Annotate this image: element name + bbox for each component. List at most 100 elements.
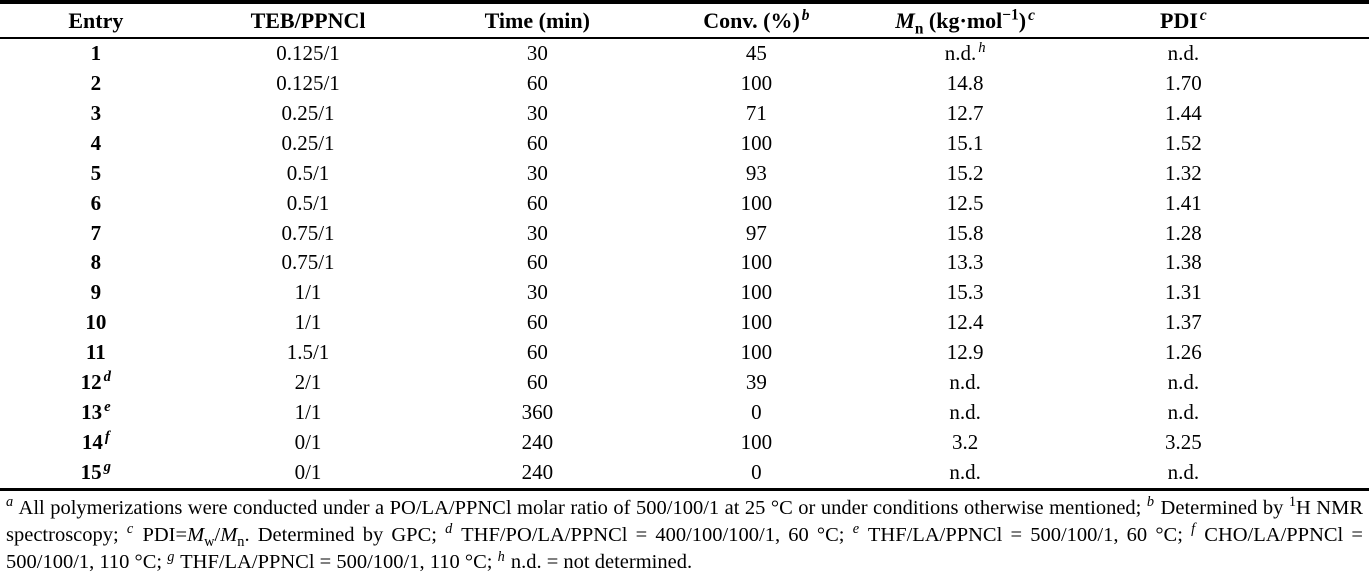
- cell-entry: 2: [90, 70, 102, 95]
- cell-conversion: 100: [740, 190, 773, 215]
- table-row: 2 0.125/1 60 100 14.8 1.70: [0, 69, 1369, 99]
- footnote-mark: f: [1191, 521, 1196, 538]
- entry-footnote-mark: e: [104, 399, 111, 416]
- superscript-text: 1: [1288, 494, 1296, 510]
- col-header-entry-label: Entry: [68, 8, 124, 33]
- cell-entry: 10: [85, 310, 107, 335]
- cell-pdi: 1.70: [1165, 70, 1202, 95]
- col-header-conv: Conv. (%) b: [650, 2, 863, 39]
- cell-mn: 15.8: [946, 220, 984, 245]
- cell-time: 60: [526, 190, 548, 215]
- cell-conversion: 0: [751, 459, 762, 484]
- cell-pdi: 1.44: [1165, 100, 1202, 125]
- cell-time: 60: [526, 130, 548, 155]
- cell-conversion: 39: [745, 370, 767, 395]
- mn-footnote-mark: h: [978, 40, 986, 56]
- table-row: 6 0.5/1 60 100 12.5 1.41: [0, 189, 1369, 219]
- cell-pdi: 1.41: [1165, 190, 1202, 215]
- entry-footnote-mark: f: [104, 428, 110, 445]
- cell-mn: n.d.: [949, 400, 981, 425]
- table-row: 1 0.125/1 30 45 n.d. h n.d.: [0, 38, 1369, 69]
- cell-pdi: n.d.: [1167, 41, 1200, 65]
- cell-pdi: 1.38: [1165, 250, 1202, 275]
- cell-teb-ppncl: 0.125/1: [276, 70, 340, 95]
- col-header-pdi-label: PDI: [1160, 8, 1198, 33]
- cell-entry: 12 d: [80, 369, 111, 395]
- cell-conversion: 97: [745, 220, 767, 245]
- table-row: 14 f 0/1 240 100 3.2 3.25: [0, 428, 1369, 458]
- cell-mn: 3.2: [951, 429, 979, 454]
- cell-time: 30: [526, 41, 548, 65]
- cell-time: 60: [526, 70, 548, 95]
- cell-conversion: 45: [745, 41, 767, 65]
- cell-teb-ppncl: 0/1: [294, 459, 322, 484]
- table-row: 4 0.25/1 60 100 15.1 1.52: [0, 129, 1369, 159]
- table-row: 9 1/1 30 100 15.3 1.31: [0, 278, 1369, 308]
- conv-footnote-mark: b: [801, 6, 810, 24]
- col-header-teb-ppncl: TEB/PPNCl: [191, 2, 425, 39]
- cell-teb-ppncl: 1/1: [294, 310, 322, 335]
- table-footnotes: a All polymerizations were conducted und…: [6, 494, 1364, 574]
- mn-unit-close: ): [1018, 8, 1027, 33]
- table-row: 3 0.25/1 30 71 12.7 1.44: [0, 99, 1369, 129]
- table-row: 7 0.75/1 30 97 15.8 1.28: [0, 219, 1369, 249]
- cell-mn: 12.7: [946, 100, 984, 125]
- footnote-mark: c: [126, 521, 134, 538]
- cell-mn: n.d. h: [944, 40, 986, 65]
- cell-mn: 14.8: [946, 70, 984, 95]
- cell-entry: 1: [90, 41, 102, 65]
- cell-pdi: 1.37: [1165, 310, 1202, 335]
- cell-mn: 12.9: [946, 340, 984, 365]
- mn-footnote-mark: c: [1028, 6, 1035, 24]
- cell-entry: 15 g: [80, 458, 111, 484]
- cell-entry: 11: [85, 340, 106, 365]
- cell-teb-ppncl: 0.125/1: [276, 41, 340, 65]
- cell-teb-ppncl: 0.75/1: [281, 250, 335, 275]
- table-row: 10 1/1 60 100 12.4 1.37: [0, 308, 1369, 338]
- cell-teb-ppncl: 0.25/1: [281, 130, 335, 155]
- cell-pdi: 1.32: [1165, 160, 1202, 185]
- cell-mn: 15.3: [946, 280, 984, 305]
- cell-mn: n.d.: [949, 459, 981, 484]
- cell-teb-ppncl: 0.5/1: [286, 160, 330, 185]
- cell-time: 30: [526, 220, 548, 245]
- mn-symbol: M: [895, 8, 915, 33]
- cell-entry: 6: [90, 190, 102, 215]
- cell-pdi: 1.28: [1165, 220, 1202, 245]
- cell-time: 30: [526, 280, 548, 305]
- cell-pdi: n.d.: [1167, 400, 1200, 425]
- cell-pdi: n.d.: [1167, 459, 1200, 484]
- cell-entry: 9: [90, 280, 102, 305]
- cell-mn: 15.2: [946, 160, 984, 185]
- mn-symbol-sub: n: [914, 20, 924, 38]
- col-header-pdi: PDI c: [1067, 2, 1369, 39]
- cell-mn: 15.1: [946, 130, 984, 155]
- cell-pdi: 1.52: [1165, 130, 1202, 155]
- subscript-text: n: [237, 534, 245, 551]
- cell-conversion: 100: [740, 130, 773, 155]
- header-row: Entry TEB/PPNCl Time (min) Conv. (%) b Mn…: [0, 2, 1369, 39]
- cell-conversion: 0: [751, 400, 762, 425]
- cell-time: 30: [526, 160, 548, 185]
- cell-conversion: 100: [740, 280, 773, 305]
- cell-mn: n.d.: [949, 370, 981, 395]
- cell-mn: 12.4: [946, 310, 984, 335]
- table-row: 12 d 2/1 60 39 n.d. n.d.: [0, 368, 1369, 398]
- cell-teb-ppncl: 2/1: [294, 370, 322, 395]
- pdi-footnote-mark: c: [1199, 6, 1207, 24]
- italic-text: M: [187, 524, 205, 547]
- cell-teb-ppncl: 0/1: [294, 429, 322, 454]
- cell-entry: 8: [90, 250, 102, 275]
- mn-unit-exponent: −1: [1002, 6, 1019, 24]
- cell-teb-ppncl: 1.5/1: [286, 340, 330, 365]
- cell-mn: 12.5: [946, 190, 984, 215]
- col-header-mn: Mn (kg·mol−1) c: [862, 2, 1068, 39]
- entry-footnote-mark: g: [103, 458, 111, 475]
- italic-text: M: [220, 524, 238, 547]
- cell-teb-ppncl: 0.75/1: [281, 220, 335, 245]
- cell-teb-ppncl: 1/1: [294, 400, 322, 425]
- col-header-time: Time (min): [424, 2, 651, 39]
- cell-pdi: 3.25: [1165, 429, 1202, 454]
- cell-time: 30: [526, 100, 548, 125]
